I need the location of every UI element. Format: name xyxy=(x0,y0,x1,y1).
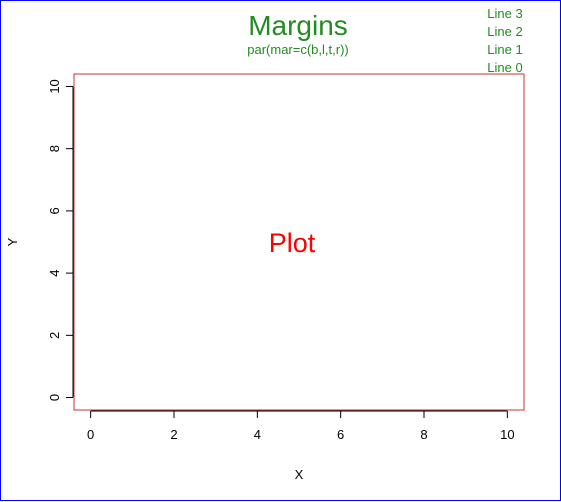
plot-region-box xyxy=(73,73,525,411)
x-tick-label: 6 xyxy=(337,427,344,442)
y-axis-ticks: 0 2 4 6 8 10 xyxy=(47,79,73,401)
y-axis-label: Y xyxy=(5,237,20,246)
x-tick-label: 8 xyxy=(420,427,427,442)
x-tick-label: 0 xyxy=(87,427,94,442)
x-axis-label: X xyxy=(295,467,304,482)
chart-subtitle: par(mar=c(b,l,t,r)) xyxy=(247,42,348,57)
margin-line-label: Line 1 xyxy=(487,42,522,57)
margin-line-label: Line 2 xyxy=(487,24,522,39)
y-tick-label: 4 xyxy=(47,269,62,276)
x-tick-label: 10 xyxy=(500,427,514,442)
x-axis-ticks: 0 2 4 6 8 10 xyxy=(87,411,515,442)
y-tick-label: 8 xyxy=(47,145,62,152)
plot-label: Plot xyxy=(269,228,316,258)
y-tick-label: 10 xyxy=(47,79,62,93)
x-tick-label: 2 xyxy=(170,427,177,442)
y-tick-label: 2 xyxy=(47,332,62,339)
y-tick-label: 6 xyxy=(47,207,62,214)
x-tick-label: 4 xyxy=(254,427,261,442)
chart-title: Margins xyxy=(248,10,348,41)
y-tick-label: 0 xyxy=(47,394,62,401)
margin-line-label: Line 0 xyxy=(487,60,522,75)
margin-line-label: Line 3 xyxy=(487,6,522,21)
